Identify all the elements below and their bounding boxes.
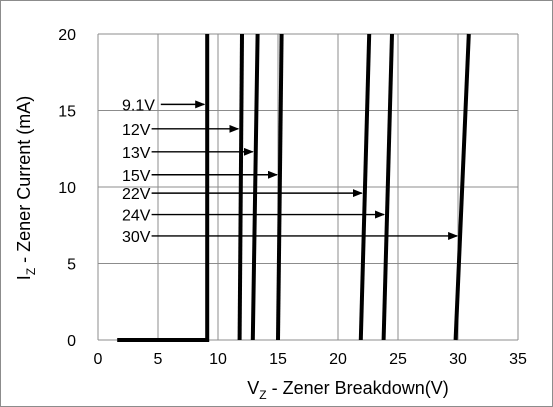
- series-label-15V: 15V: [122, 168, 151, 185]
- x-axis-title: VZ - Zener Breakdown(V): [247, 378, 448, 402]
- series-line-9_1V: [117, 34, 210, 342]
- series-line-30V: [453, 33, 471, 341]
- y-tick-label: 5: [67, 257, 76, 274]
- x-tick-label: 10: [209, 351, 227, 368]
- grid-lines: [97, 33, 519, 341]
- series-line-15V: [276, 33, 284, 341]
- y-axis-title: IZ - Zener Current (mA): [14, 96, 38, 280]
- x-tick-label: 25: [389, 351, 407, 368]
- series-label-24V: 24V: [122, 208, 151, 225]
- series-line-13V: [250, 33, 260, 341]
- series-line-24V: [381, 33, 394, 341]
- series-label-12V: 12V: [122, 122, 151, 139]
- y-tick-label: 15: [58, 104, 76, 121]
- series-lines: [117, 33, 471, 342]
- y-tick-label: 0: [67, 333, 76, 350]
- x-tick-labels: 0 5 10 15 20 25 30 35: [94, 351, 527, 368]
- y-tick-label: 20: [58, 27, 76, 44]
- x-tick-label: 15: [269, 351, 287, 368]
- series-line-12V: [237, 33, 244, 341]
- y-tick-label: 10: [58, 180, 76, 197]
- series-label-9_1V: 9.1V: [122, 97, 155, 114]
- series-line-22V: [358, 33, 372, 341]
- y-tick-labels: 0 5 10 15 20: [58, 27, 76, 350]
- x-tick-label: 30: [449, 351, 467, 368]
- series-label-13V: 13V: [122, 145, 151, 162]
- x-tick-label: 0: [94, 351, 103, 368]
- x-tick-label: 20: [329, 351, 347, 368]
- x-tick-label: 5: [154, 351, 163, 368]
- x-tick-label: 35: [509, 351, 527, 368]
- series-label-30V: 30V: [122, 229, 151, 246]
- series-label-22V: 22V: [122, 186, 151, 203]
